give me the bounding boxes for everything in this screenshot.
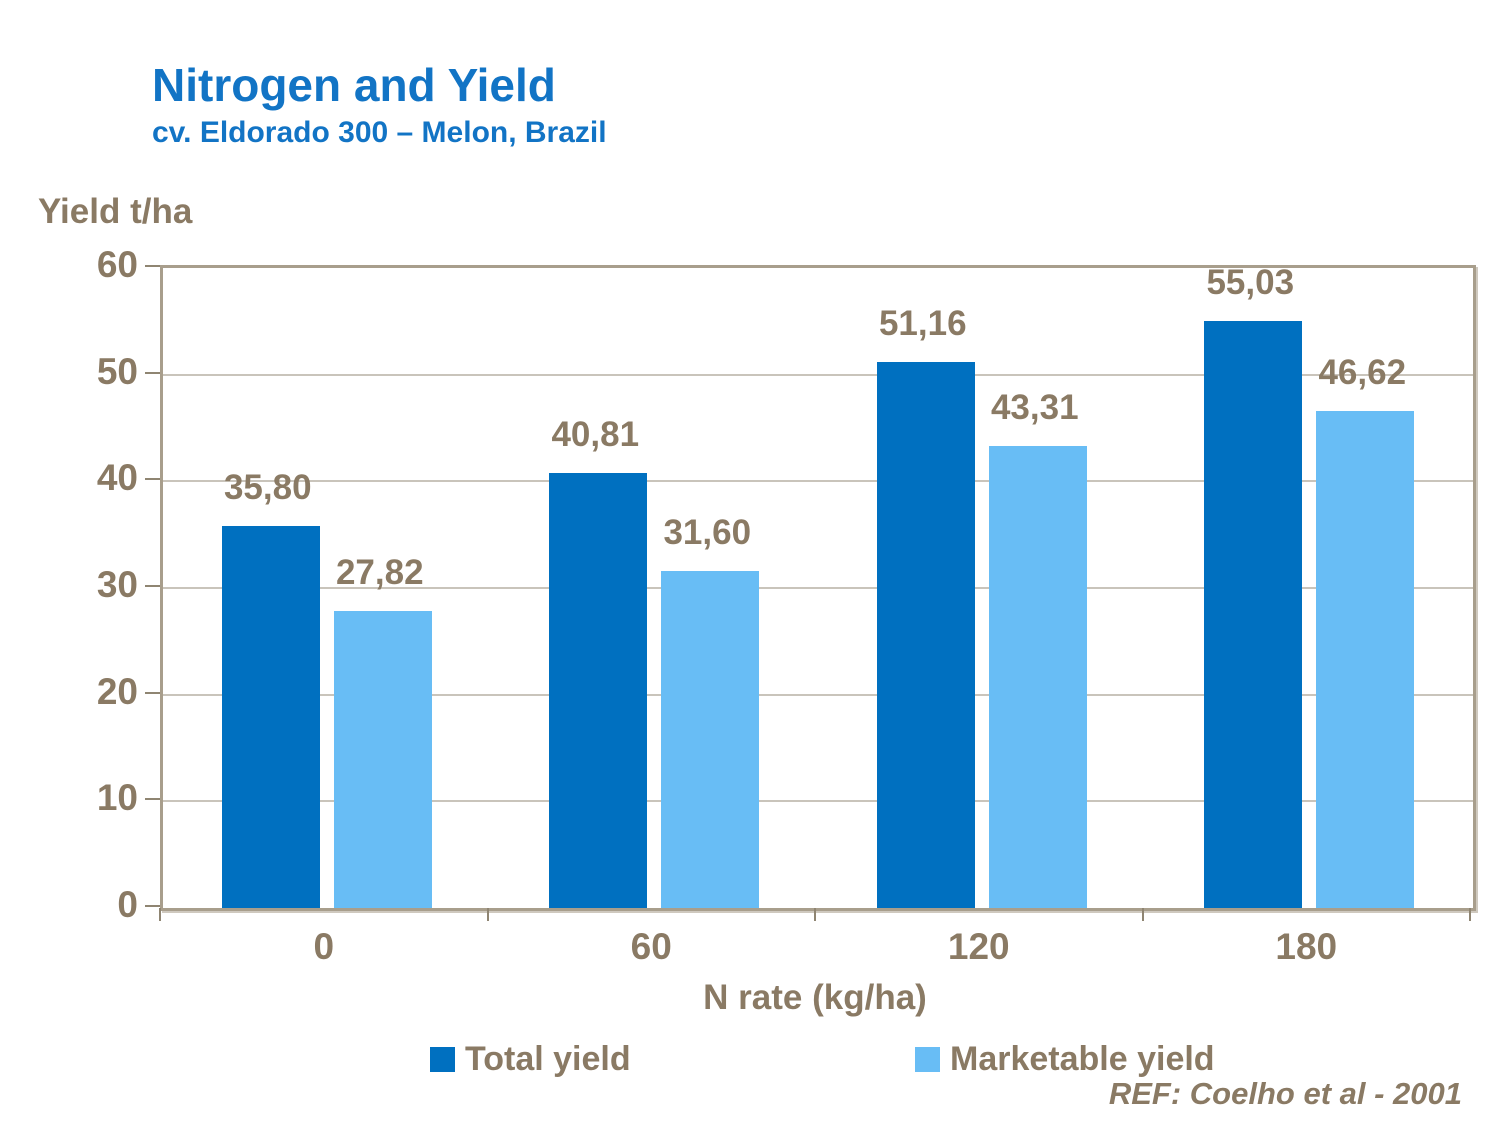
marketable-yield-swatch-icon [915,1047,940,1072]
bar-value-label: 35,80 [223,468,312,508]
gridline-40 [163,480,1473,483]
legend-label-marketable-yield: Marketable yield [950,1040,1215,1078]
legend-item-marketable-yield: Marketable yield [915,1040,1215,1079]
x-axis-tick [814,908,816,921]
y-axis-title: Yield t/ha [38,192,193,231]
reference-citation: REF: Coelho et al - 2001 [1108,1076,1462,1111]
bar-value-label: 51,16 [878,304,967,344]
x-axis-label-60: 60 [630,926,672,967]
x-axis-label-120: 120 [947,926,1010,967]
chart-subtitle: cv. Eldorado 300 – Melon, Brazil [152,116,607,149]
gridline-10 [163,800,1473,803]
x-axis-title: N rate (kg/ha) [703,978,927,1017]
x-axis-tick [1469,908,1471,921]
y-axis-tick [145,478,160,481]
bar-value-label: 55,03 [1206,263,1295,302]
x-axis-tick [486,908,489,921]
y-axis-label-50: 50 [96,350,138,392]
bar-total-yield-180 [1204,321,1303,908]
plot-area [160,265,1476,911]
bar-marketable-yield-60 [661,570,760,908]
y-axis-tick [145,691,160,694]
y-axis-tick [145,798,160,801]
gridline-30 [163,587,1473,589]
bar-value-label: 40,81 [551,414,640,454]
bar-value-label: 31,60 [663,512,752,552]
legend-label-total-yield: Total yield [465,1040,631,1078]
gridline-20 [163,693,1473,696]
y-axis-tick [145,905,160,907]
x-axis-label-180: 180 [1275,926,1338,967]
y-axis-label-20: 20 [96,670,138,712]
bar-value-label: 43,31 [990,388,1079,428]
bar-marketable-yield-120 [988,446,1087,908]
chart-title: Nitrogen and Yield [152,59,556,111]
y-axis-label-40: 40 [96,457,138,499]
gridline-50 [163,373,1473,376]
bar-total-yield-120 [876,362,975,908]
legend-item-total-yield: Total yield [430,1040,631,1079]
bar-marketable-yield-0 [333,611,432,908]
y-axis-label-0: 0 [117,884,138,925]
y-axis-tick [145,371,160,374]
bar-marketable-yield-180 [1316,410,1415,908]
y-axis-tick [145,585,160,587]
x-axis-tick [1141,908,1144,921]
bar-value-label: 46,62 [1318,352,1407,392]
y-axis-tick [145,265,160,267]
y-axis-label-30: 30 [96,564,138,605]
bar-total-yield-60 [549,472,648,908]
chart-legend: Total yield Marketable yield [160,1040,1470,1090]
y-axis-label-10: 10 [96,777,138,819]
x-axis-tick [159,908,161,921]
total-yield-swatch-icon [430,1047,455,1072]
bar-value-label: 27,82 [335,553,424,593]
x-axis-label-0: 0 [313,926,335,967]
y-axis-label-60: 60 [96,244,138,285]
bar-total-yield-0 [221,526,320,908]
